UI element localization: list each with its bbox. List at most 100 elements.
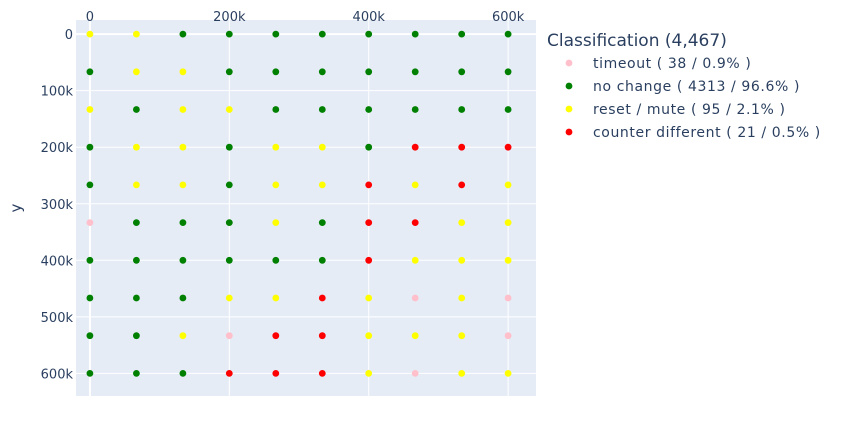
data-point[interactable] [86,256,94,264]
data-point[interactable] [86,68,94,76]
data-point[interactable] [411,219,419,227]
data-point[interactable] [458,332,466,340]
data-point[interactable] [225,294,233,302]
legend-item[interactable]: no change ( 4313 / 96.6% ) [565,79,800,95]
data-point[interactable] [365,370,373,377]
data-point[interactable] [411,332,419,340]
data-point[interactable] [225,181,233,189]
data-point[interactable] [133,294,140,302]
data-point[interactable] [318,143,326,151]
data-point[interactable] [225,106,233,113]
legend[interactable]: Classification (4,467) timeout ( 38 / 0.… [547,31,821,141]
data-point[interactable] [504,294,512,302]
data-point[interactable] [411,68,419,76]
data-point[interactable] [365,68,373,76]
data-point[interactable] [365,30,373,38]
data-point[interactable] [133,106,140,113]
data-point[interactable] [504,332,512,340]
data-point[interactable] [458,143,466,151]
data-point[interactable] [318,332,326,340]
data-point[interactable] [86,332,94,340]
data-point[interactable] [272,294,280,302]
data-point[interactable] [411,106,419,113]
data-point[interactable] [318,181,326,189]
data-point[interactable] [272,256,280,264]
data-point[interactable] [179,370,187,377]
data-point[interactable] [86,143,94,151]
data-point[interactable] [225,370,233,377]
data-point[interactable] [179,30,187,38]
data-point[interactable] [458,30,466,38]
data-point[interactable] [504,219,512,227]
data-point[interactable] [504,68,512,76]
data-point[interactable] [272,370,280,377]
data-point[interactable] [458,294,466,302]
data-point[interactable] [272,332,280,340]
data-point[interactable] [365,181,373,189]
data-point[interactable] [504,256,512,264]
data-point[interactable] [411,30,419,38]
data-point[interactable] [133,143,140,151]
data-point[interactable] [365,256,373,264]
data-point[interactable] [411,370,419,377]
data-point[interactable] [458,68,466,76]
data-point[interactable] [86,219,94,227]
data-point[interactable] [133,256,140,264]
data-point[interactable] [504,181,512,189]
data-point[interactable] [365,219,373,227]
data-point[interactable] [411,256,419,264]
data-point[interactable] [458,106,466,113]
data-point[interactable] [504,370,512,377]
data-point[interactable] [411,294,419,302]
data-point[interactable] [179,332,187,340]
data-point[interactable] [458,219,466,227]
data-point[interactable] [86,181,94,189]
data-point[interactable] [504,106,512,113]
legend-item[interactable]: counter different ( 21 / 0.5% ) [565,125,821,141]
data-point[interactable] [86,30,94,38]
data-point[interactable] [411,181,419,189]
data-point[interactable] [225,30,233,38]
legend-item[interactable]: timeout ( 38 / 0.9% ) [565,56,752,72]
data-point[interactable] [179,256,187,264]
data-point[interactable] [133,332,140,340]
data-point[interactable] [365,106,373,113]
data-point[interactable] [86,370,94,377]
data-point[interactable] [133,68,140,76]
data-point[interactable] [133,181,140,189]
data-point[interactable] [179,68,187,76]
data-point[interactable] [411,143,419,151]
data-point[interactable] [318,106,326,113]
data-point[interactable] [458,256,466,264]
data-point[interactable] [272,30,280,38]
data-point[interactable] [272,219,280,227]
data-point[interactable] [272,68,280,76]
data-point[interactable] [179,219,187,227]
data-point[interactable] [504,143,512,151]
data-point[interactable] [318,68,326,76]
data-point[interactable] [458,370,466,377]
data-point[interactable] [133,219,140,227]
data-point[interactable] [133,30,140,38]
data-point[interactable] [179,106,187,113]
data-point[interactable] [365,143,373,151]
data-point[interactable] [318,294,326,302]
data-point[interactable] [86,106,94,113]
data-point[interactable] [504,30,512,38]
data-point[interactable] [225,143,233,151]
data-point[interactable] [458,181,466,189]
data-point[interactable] [272,181,280,189]
data-point[interactable] [318,370,326,377]
data-point[interactable] [225,68,233,76]
data-point[interactable] [272,106,280,113]
data-point[interactable] [318,219,326,227]
data-point[interactable] [318,256,326,264]
data-point[interactable] [225,219,233,227]
data-point[interactable] [225,332,233,340]
data-point[interactable] [365,332,373,340]
data-point[interactable] [272,143,280,151]
data-point[interactable] [318,30,326,38]
data-point[interactable] [86,294,94,302]
data-point[interactable] [179,143,187,151]
data-point[interactable] [133,370,140,377]
